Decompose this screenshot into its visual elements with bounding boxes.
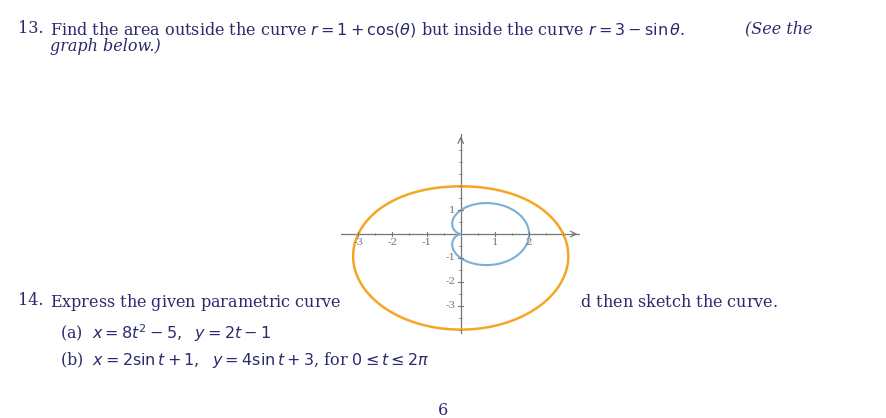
Text: (b)  $x = 2\sin t + 1,\ \ y = 4\sin t + 3$, for $0 \leq t \leq 2\pi$: (b) $x = 2\sin t + 1,\ \ y = 4\sin t + 3… [60,350,430,370]
Text: 13.: 13. [18,20,43,37]
Text: -2: -2 [387,238,398,247]
Text: -1: -1 [422,238,431,247]
Text: 14.: 14. [18,292,43,309]
Text: Express the given parametric curve by an equation in $x$ and $y$, and then sketc: Express the given parametric curve by an… [50,292,778,313]
Text: -3: -3 [354,238,363,247]
Text: 2: 2 [525,238,532,247]
Text: (See the: (See the [745,20,812,37]
Text: 6: 6 [438,402,448,418]
Text: -2: -2 [446,278,455,286]
Text: Find the area outside the curve $r = 1 + \cos(\theta)$ but inside the curve $r =: Find the area outside the curve $r = 1 +… [50,20,686,39]
Text: 1: 1 [449,206,455,215]
Text: 1: 1 [492,238,498,247]
Text: (a)  $x = 8t^2 - 5,\ \ y = 2t - 1$: (a) $x = 8t^2 - 5,\ \ y = 2t - 1$ [60,322,271,344]
Text: -3: -3 [446,301,455,310]
Text: -1: -1 [446,253,455,263]
Text: graph below.): graph below.) [50,38,160,55]
